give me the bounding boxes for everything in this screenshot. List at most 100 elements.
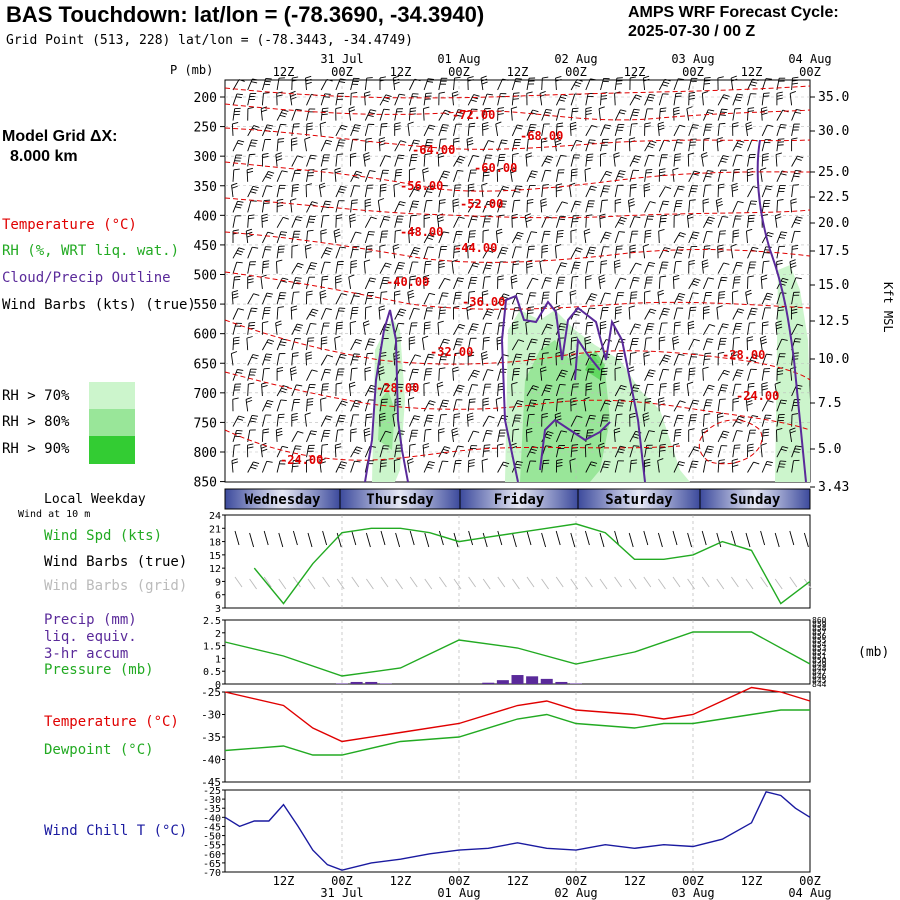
- wind-barb: [246, 336, 253, 351]
- wind-barb: [379, 445, 390, 458]
- wind-barb-true: [730, 530, 736, 546]
- wind-barb: [511, 367, 520, 381]
- wind-barb: [408, 415, 421, 427]
- wind-barb: [717, 291, 726, 305]
- wind-barb: [379, 262, 392, 274]
- wind-barb: [658, 275, 667, 289]
- pressure-tick: 600: [194, 328, 217, 343]
- wind-barb: [555, 276, 566, 290]
- pressure-tick: 845: [812, 676, 827, 685]
- wind-barb-true: [336, 532, 342, 548]
- bottom-hour-labels: 12Z 00Z 12Z 00Z 12Z 00Z 12Z 00Z 12Z 00Z: [273, 874, 821, 888]
- wind-barb: [541, 137, 548, 152]
- pressure-tick: 855: [812, 636, 827, 645]
- wind-barb-grid: [716, 578, 725, 590]
- wind-barb: [673, 200, 683, 213]
- wind-barb: [658, 186, 672, 198]
- wind-barb: [746, 336, 754, 351]
- wind-barb: [526, 306, 535, 320]
- wind-barb: [629, 412, 636, 427]
- wind-barb: [350, 246, 360, 259]
- wind-barb: [247, 107, 254, 121]
- wind-barb: [717, 108, 728, 121]
- wind-barb: [423, 200, 433, 213]
- wind-barb: [509, 167, 517, 182]
- wind-barb: [658, 78, 671, 91]
- height-tick: 5.0: [818, 442, 841, 457]
- wind-barb: [392, 75, 400, 91]
- wind-barb: [423, 321, 431, 335]
- wind-barb: [320, 429, 331, 443]
- wind-barb: [467, 108, 478, 121]
- temperature-contour-label: -72.00: [452, 108, 495, 122]
- wind-barb: [747, 382, 755, 397]
- wind-barb: [423, 307, 434, 320]
- wind-barb: [261, 199, 271, 213]
- wind-barb: [438, 199, 446, 213]
- pressure-tick: 847: [812, 668, 827, 677]
- wind-barb-grid: [701, 576, 710, 588]
- pressure-tick: 844: [812, 680, 827, 689]
- wind-barb: [320, 368, 332, 381]
- wind-barb: [276, 306, 284, 320]
- wind-barb: [261, 307, 271, 320]
- wind-barb: [760, 274, 768, 289]
- wind-barb: [746, 228, 753, 244]
- wind-barb: [421, 335, 429, 351]
- wind-barb: [745, 289, 752, 305]
- wind-barb-grid: [789, 576, 798, 588]
- wind-barb: [629, 76, 637, 91]
- wind-barb: [644, 215, 654, 228]
- wind-barb: [261, 414, 272, 427]
- wind-barb: [393, 458, 401, 473]
- wind-barb: [585, 321, 594, 335]
- wind-speed-line: [253, 523, 811, 605]
- wind-barb-grid: [687, 578, 695, 590]
- wind-barb: [732, 215, 742, 228]
- wind-barb: [600, 152, 607, 167]
- wind-barb: [423, 106, 430, 121]
- wind-barb: [467, 201, 481, 213]
- wind-barb: [628, 305, 635, 320]
- wind-barb: [482, 122, 489, 136]
- wind-barb: [526, 91, 533, 106]
- wind-barb-true: [380, 530, 386, 546]
- wind-barb: [717, 262, 730, 274]
- wind-barb: [702, 170, 714, 182]
- wind-barb: [775, 320, 783, 335]
- wind-barb: [600, 460, 611, 473]
- wind-barb: [717, 323, 729, 335]
- wind-spd-label: Wind Spd (kts): [44, 528, 163, 544]
- wind-barb: [276, 170, 288, 182]
- wind-barb: [364, 77, 373, 91]
- temperature-contour-label: -36.00: [462, 295, 505, 309]
- pressure-tick: 550: [194, 298, 217, 313]
- wind-barb: [467, 384, 478, 397]
- wind-barb: [407, 121, 414, 136]
- wind-barb: [453, 384, 465, 397]
- y-tick: -65: [203, 859, 221, 870]
- wind-barb: [658, 397, 665, 412]
- wind-barb: [673, 353, 685, 366]
- wind-barb: [511, 199, 521, 213]
- wind-barb: [791, 445, 802, 458]
- wind-barb: [231, 182, 238, 198]
- wind-barb: [556, 201, 568, 213]
- wind-barb: [644, 93, 656, 106]
- wind-barb-grid: [278, 578, 287, 590]
- cycle-value: 2025-07-30 / 00 Z: [628, 23, 756, 40]
- wind-barb: [541, 216, 553, 228]
- wind-barb: [247, 368, 257, 381]
- wind-barb: [335, 185, 347, 198]
- wind-barb: [673, 260, 682, 274]
- bottom-hour-label: 12Z: [273, 874, 295, 888]
- wind-barb: [379, 244, 386, 259]
- precip-bar: [350, 681, 363, 684]
- wind-barb-grid: [570, 578, 579, 590]
- wind-barb: [261, 321, 269, 335]
- wind-barb-grid: [628, 578, 637, 590]
- wind-barb-grid: [468, 576, 476, 588]
- wind-barb: [408, 93, 419, 106]
- wind-barb: [555, 154, 567, 167]
- wind-barb: [658, 322, 668, 335]
